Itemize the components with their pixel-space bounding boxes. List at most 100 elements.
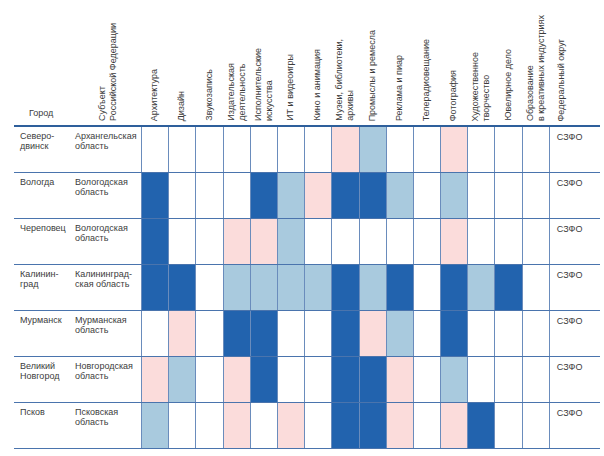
matrix-cell [304,357,331,402]
matrix-cell [331,357,358,402]
matrix-cell [331,403,358,448]
matrix-cell [168,173,195,218]
matrix-cell [195,127,222,172]
matrix-cell [494,219,521,264]
matrix-cell [386,265,413,310]
matrix-cell [277,173,304,218]
matrix-cell [168,219,195,264]
industry-column-header: ИТ и видеоигры [277,54,304,125]
table-row: Калинин- градКалининград- ская областьСЗ… [14,265,600,311]
matrix-cell [359,219,386,264]
matrix-cell [250,265,277,310]
matrix-cell [223,219,250,264]
industry-column-header: Образование в креативных индустриях [522,15,549,125]
matrix-cell [494,311,521,356]
matrix-cell [522,173,549,218]
matrix-cell [440,265,467,310]
matrix-cell [168,403,195,448]
region-cell: Калининград- ская область [75,265,141,310]
matrix-cell [359,265,386,310]
district-cell: СЗФО [549,173,604,218]
matrix-cell [277,127,304,172]
matrix-cell [168,311,195,356]
city-cell: Северо- двинск [14,127,75,172]
matrix-cell [331,311,358,356]
table-row: Великий НовгородНовгородская областьСЗФО [14,357,600,403]
industry-column-header-label: Кино и анимация [312,49,323,121]
matrix-cell [168,265,195,310]
matrix-cell [522,127,549,172]
industry-column-header: Звукозапись [195,69,222,125]
industry-column-header-label: Дизайн [176,91,187,121]
matrix-cell [195,219,222,264]
matrix-cell [141,219,168,264]
matrix-cell [277,311,304,356]
matrix-cell [413,219,440,264]
matrix-cell [141,265,168,310]
industry-column-header: Фотография [440,70,467,125]
matrix-cell [250,219,277,264]
matrix-cell [386,127,413,172]
matrix-cell [440,219,467,264]
matrix-cell [331,265,358,310]
industry-column-header-label: Реклама и пиар [394,55,405,121]
matrix-cell [223,173,250,218]
region-cell: Архангельская область [75,127,141,172]
matrix-cell [522,357,549,402]
region-cell: Вологодская область [75,173,141,218]
table-row: ВологдаВологодская областьСЗФО [14,173,600,219]
matrix-cell [277,219,304,264]
industry-headers: Архитектура Дизайн ЗвукозаписьИздательская… [141,15,549,125]
industry-column-header-label: Телерадиовещание [421,39,432,121]
matrix-cell [331,173,358,218]
district-cell: СЗФО [549,311,604,356]
matrix-cell [467,127,494,172]
matrix-cell [359,127,386,172]
matrix-cell [467,357,494,402]
matrix-cell [141,357,168,402]
district-cell: СЗФО [549,219,604,264]
industry-column-header: Издательская деятельность [223,63,250,125]
matrix-cell [304,173,331,218]
industry-column-header-label: Фотография [448,70,459,121]
industry-column-header: Исполнительские искусства [250,48,277,125]
matrix-cell [168,357,195,402]
industry-column-header: Архитектура [141,69,168,125]
matrix-cell [467,219,494,264]
city-cell: Псков [14,403,75,448]
matrix-cell [467,403,494,448]
matrix-cell [494,127,521,172]
matrix-cell [141,311,168,356]
matrix-cell [467,265,494,310]
city-cell: Череповец [14,219,75,264]
industry-column-header: Музеи, библиотеки, архивы [331,39,358,125]
district-column-header: Федеральный округ [549,39,604,125]
industry-column-header: Реклама и пиар [386,55,413,125]
table-body: Северо- двинскАрхангельская областьСЗФОВ… [14,127,600,449]
industry-column-header-label: Ювелирное дело [503,49,514,121]
matrix-cell [413,127,440,172]
matrix-cell [359,403,386,448]
city-cell: Мурманск [14,311,75,356]
matrix-cell [467,311,494,356]
matrix-cell [413,403,440,448]
matrix-cell [467,173,494,218]
table-row: ПсковПсковская областьСЗФО [14,403,600,449]
matrix-cell [250,173,277,218]
matrix-cell [386,311,413,356]
industry-column-header: Кино и анимация [304,49,331,125]
matrix-cell [413,173,440,218]
matrix-cell [195,403,222,448]
matrix-cell [304,127,331,172]
matrix-cell [522,311,549,356]
matrix-cell [141,403,168,448]
matrix-cell [331,219,358,264]
industry-column-header-label: Издательская деятельность [226,63,247,121]
matrix-cell [331,127,358,172]
matrix-cell [386,219,413,264]
matrix-cell [195,265,222,310]
matrix-cell [359,311,386,356]
matrix-cell [304,311,331,356]
matrix-cell [440,173,467,218]
matrix-cell [359,357,386,402]
